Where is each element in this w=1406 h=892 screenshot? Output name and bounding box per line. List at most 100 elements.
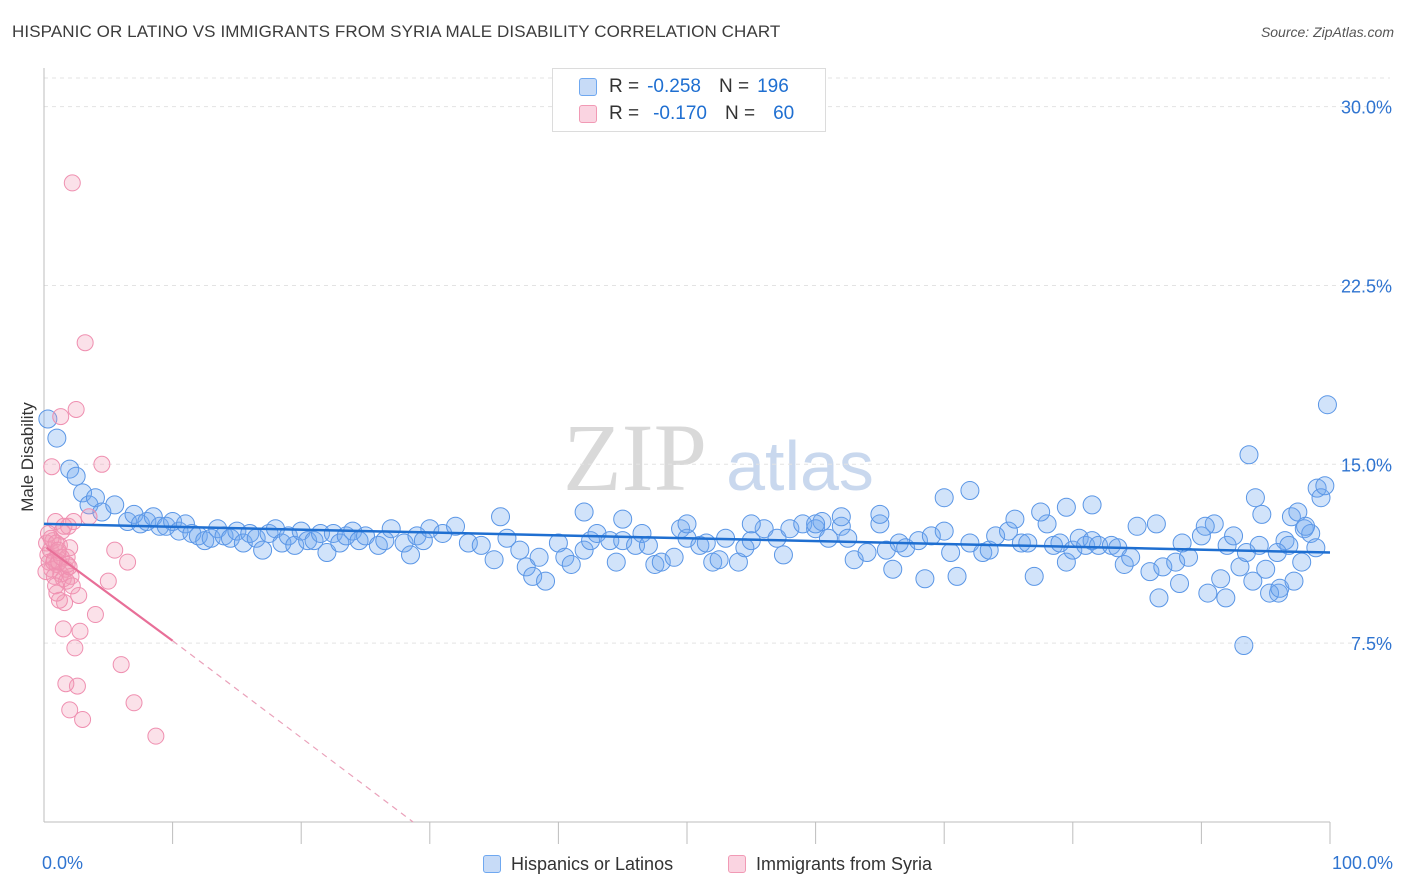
- syria-point: [119, 553, 137, 571]
- legend-swatch-pink: [579, 105, 597, 123]
- syria-point: [70, 586, 88, 604]
- hispanics-point: [285, 535, 305, 555]
- hispanics-point: [1239, 445, 1259, 465]
- hispanics-point: [278, 526, 298, 546]
- x-tick-label: 100.0%: [1332, 853, 1393, 873]
- stats-legend: R = -0.258 N = 196 R = -0.170 N = 60: [552, 68, 826, 132]
- chart-title: HISPANIC OR LATINO VS IMMIGRANTS FROM SY…: [12, 22, 781, 41]
- hispanics-point: [677, 514, 697, 534]
- legend-r-label: R =: [609, 103, 640, 124]
- syria-point: [147, 727, 165, 745]
- hispanics-point: [1140, 562, 1160, 582]
- hispanics-point: [773, 545, 793, 565]
- legend-row-syria: R = -0.170 N = 60: [579, 103, 794, 125]
- hispanics-point: [471, 535, 491, 555]
- syria-trend-extension: [172, 640, 414, 823]
- hispanics-point: [696, 533, 716, 553]
- hispanics-point: [606, 552, 626, 572]
- hispanics-point: [1296, 516, 1316, 536]
- syria-point: [74, 710, 92, 728]
- syria-point: [63, 577, 81, 595]
- hispanics-point: [806, 519, 826, 539]
- hispanics-point: [529, 547, 549, 567]
- hispanics-point: [818, 528, 838, 548]
- hispanics-point: [638, 535, 658, 555]
- legend-n-value: 196: [757, 76, 789, 97]
- legend-n-label: N =: [724, 103, 756, 124]
- hispanics-point: [66, 466, 86, 486]
- hispanics-point: [1018, 533, 1038, 553]
- hispanics-point: [1311, 488, 1331, 508]
- hispanics-point: [381, 519, 401, 539]
- hispanics-point: [1179, 547, 1199, 567]
- hispanics-point: [1256, 559, 1276, 579]
- hispanics-point: [1245, 488, 1265, 508]
- syria-point: [67, 400, 85, 418]
- hispanics-point: [574, 502, 594, 522]
- syria-point: [50, 591, 68, 609]
- hispanics-point: [908, 531, 928, 551]
- syria-point: [61, 701, 79, 719]
- hispanics-point: [1121, 547, 1141, 567]
- hispanics-point: [1149, 588, 1169, 608]
- hispanics-point: [574, 540, 594, 560]
- hispanics-point: [1243, 571, 1263, 591]
- hispanics-point: [1166, 552, 1186, 572]
- hispanics-point: [741, 514, 761, 534]
- hispanics-point: [510, 540, 530, 560]
- hispanics-point: [446, 516, 466, 536]
- legend-r-label: R =: [609, 76, 640, 97]
- hispanics-point: [1037, 514, 1057, 534]
- source-label: Source: ZipAtlas.com: [1260, 24, 1394, 40]
- hispanics-point: [105, 495, 125, 515]
- hispanics-point: [1279, 535, 1299, 555]
- hispanics-point: [960, 533, 980, 553]
- bottom-legend-swatch-pink: [728, 855, 746, 873]
- hispanics-point: [1191, 526, 1211, 546]
- axes: [43, 68, 1331, 844]
- hispanics-point: [536, 571, 556, 591]
- syria-point: [66, 639, 84, 657]
- hispanics-point: [523, 566, 543, 586]
- hispanics-point: [1198, 583, 1218, 603]
- hispanics-point: [1317, 395, 1337, 415]
- hispanics-point: [999, 521, 1018, 541]
- hispanics-point: [709, 550, 729, 570]
- syria-point: [93, 455, 111, 473]
- hispanics-point: [1005, 509, 1025, 529]
- x-tick-label: 0.0%: [42, 853, 83, 873]
- syria-point: [80, 508, 98, 526]
- legend-n-value: 60: [773, 103, 795, 124]
- hispanics-point: [555, 547, 575, 567]
- y-axis-label: Male Disability: [18, 402, 37, 512]
- series-syria-points: [37, 174, 165, 745]
- y-tick-label: 22.5%: [1341, 276, 1392, 296]
- hispanics-point: [304, 531, 324, 551]
- hispanics-point: [73, 483, 93, 503]
- syria-point: [47, 577, 65, 595]
- syria-point: [63, 174, 81, 192]
- legend-r-value: -0.258: [647, 76, 701, 97]
- hispanics-point: [1056, 552, 1076, 572]
- hispanics-point: [317, 543, 337, 563]
- hispanics-point: [870, 514, 890, 534]
- bottom-legend-syria: Immigrants from Syria: [728, 852, 932, 876]
- hispanics-point: [253, 540, 273, 560]
- hispanics-point: [1146, 514, 1166, 534]
- hispanics-point: [1292, 552, 1312, 572]
- watermark-atlas: atlas: [726, 427, 874, 505]
- hispanics-point: [1284, 571, 1304, 591]
- hispanics-point: [1230, 557, 1250, 577]
- hispanics-point: [1260, 583, 1280, 603]
- hispanics-point: [947, 566, 967, 586]
- hispanics-point: [1315, 476, 1335, 496]
- hispanics-point: [484, 550, 504, 570]
- hispanics-point: [60, 459, 80, 479]
- syria-point: [59, 517, 77, 535]
- y-tick-label: 15.0%: [1341, 455, 1392, 475]
- hispanics-point: [1224, 526, 1244, 546]
- hispanics-point: [664, 547, 684, 567]
- hispanics-point: [960, 481, 980, 501]
- legend-swatch-blue: [579, 78, 597, 96]
